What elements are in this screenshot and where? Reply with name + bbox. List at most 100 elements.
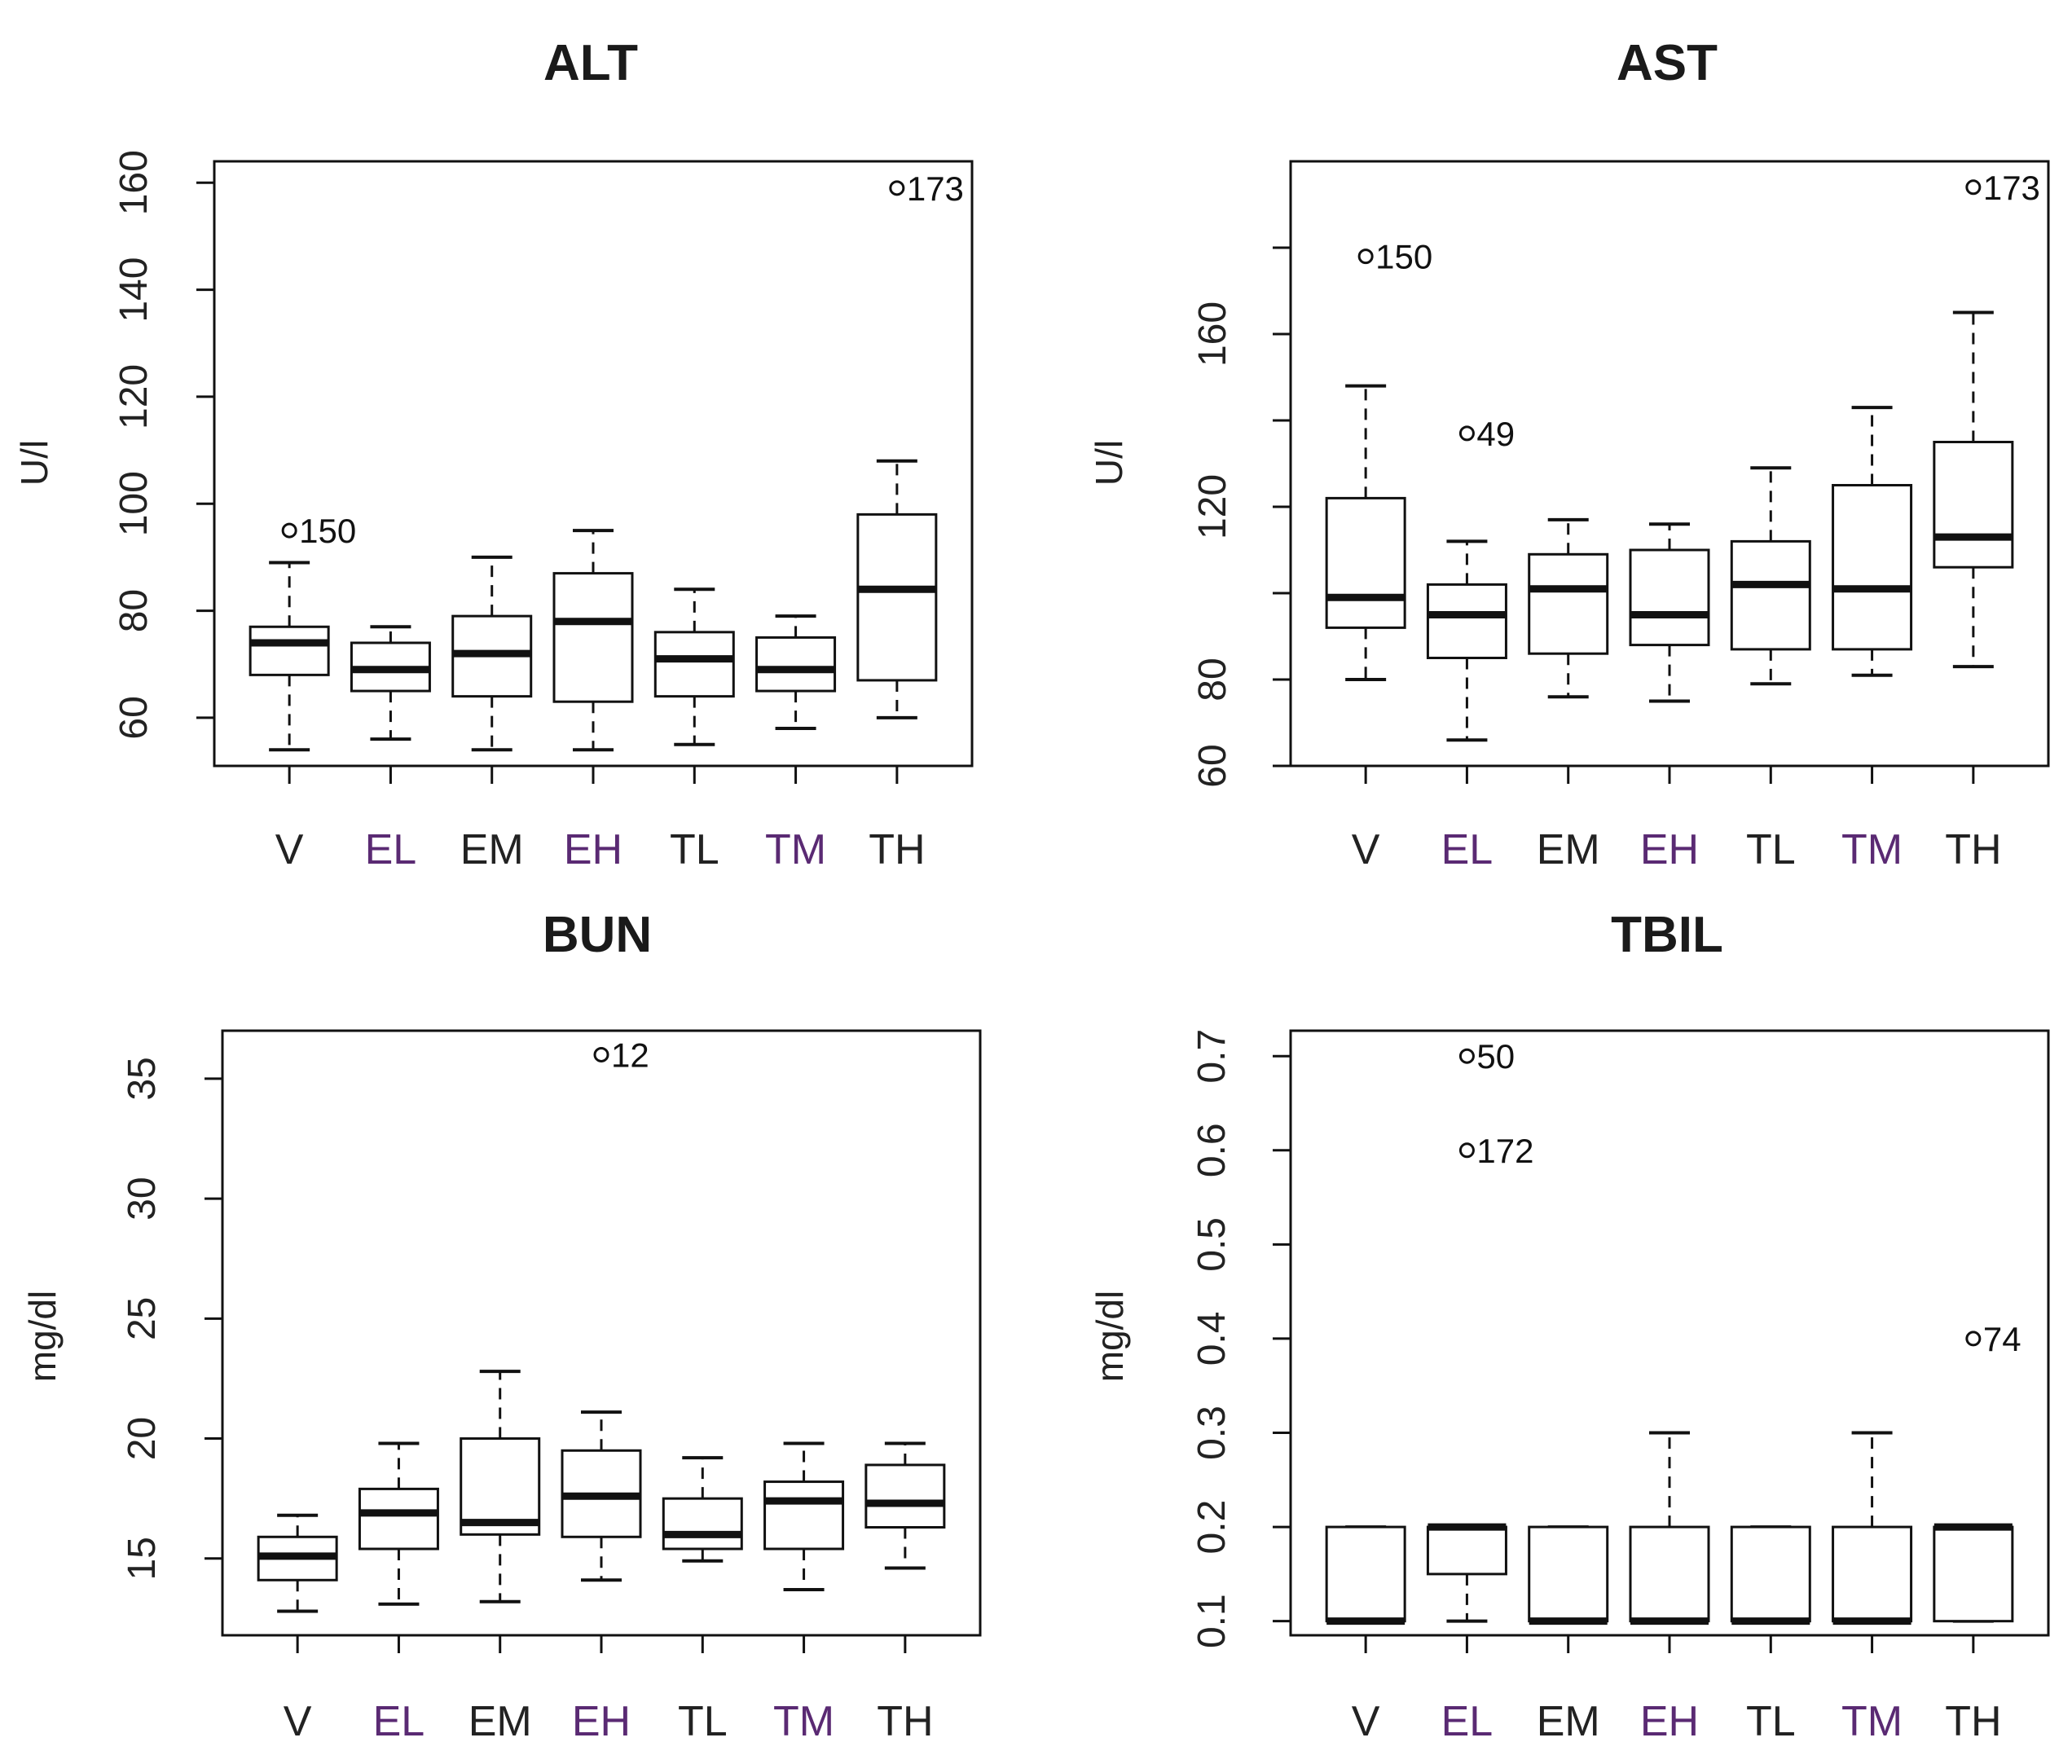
box-tl [653,587,735,746]
y-tick-label: 15 [121,1537,164,1580]
box-th [856,459,938,719]
iqr-box [662,1497,743,1551]
box-tm [755,614,837,731]
x-tick-label: EM [460,826,524,873]
y-tick-label: 140 [112,257,156,323]
x-tick-label: TH [1945,826,2001,873]
panel-bun: BUN mg/dl 15 20 25 30 35 V EL EM EH TL TM TH 12 [21,907,982,1745]
x-tick-label: TL [670,826,719,873]
y-tick-label: 160 [112,150,156,215]
chart-title: AST [1617,35,1718,91]
iqr-box [1933,441,2014,569]
x-tick-label: TL [1746,1698,1796,1745]
box-el [350,625,431,741]
iqr-box [1426,1525,1507,1576]
y-axis-label: mg/dl [21,1291,64,1382]
box-tl [1730,466,1811,686]
outlier-point [1357,249,1374,265]
outlier-label: 172 [1476,1132,1533,1170]
outlier-point [1965,179,1982,196]
box-eh [552,529,634,752]
x-tick-label: V [275,826,304,873]
outlier-label: 150 [299,512,356,550]
y-tick-label: 60 [112,696,156,739]
iqr-box [1629,548,1710,647]
iqr-box [358,1487,439,1551]
y-tick-label: 120 [1191,474,1234,539]
outlier-point [889,180,905,196]
iqr-box [249,625,330,676]
box-el [1426,1523,1507,1623]
box-tm [763,1441,845,1592]
iqr-box [763,1480,845,1551]
iqr-box [1933,1525,2014,1623]
y-tick-label: 160 [1191,301,1234,367]
outlier-point [1458,1048,1475,1064]
box-tm [1832,1431,1913,1625]
outlier-label: 173 [907,169,964,208]
y-tick-label: 0.6 [1190,1123,1234,1177]
box-em [460,1370,541,1603]
x-tick-label: EM [1537,826,1600,873]
outlier-point [593,1046,609,1062]
box-v [1325,384,1406,681]
box-el [358,1441,439,1606]
outlier-label: 173 [1983,169,2040,207]
outlier-label: 49 [1476,415,1515,453]
y-axis-label: mg/dl [1089,1291,1131,1382]
iqr-box [1730,1525,1811,1623]
x-tick-label: V [1352,826,1380,873]
x-tick-label: TL [678,1698,728,1745]
x-tick-label: TM [1841,826,1903,873]
y-tick-label: 30 [121,1177,164,1220]
outlier-point [1965,1331,1982,1347]
y-tick-label: 0.3 [1190,1405,1234,1460]
x-tick-label: TH [869,826,925,873]
x-tick-label: TM [773,1698,834,1745]
chart-title: BUN [543,907,652,963]
panel-alt: ALT U/l 60 80 100 120 140 160 V EL EM EH TL TM TH 150 17… [13,35,974,873]
outlier-point [281,522,297,539]
x-tick-label: EH [564,826,622,873]
x-tick-label: TM [765,826,826,873]
y-axis-label: U/l [13,440,55,486]
iqr-box [1528,552,1609,655]
x-tick-label: TH [877,1698,933,1745]
box-v [249,561,330,752]
iqr-box [864,1463,946,1529]
box-v [1325,1525,1406,1625]
iqr-box [552,572,634,703]
box-em [451,555,533,752]
iqr-box [1528,1525,1609,1623]
x-tick-label: EH [1640,826,1699,873]
y-tick-label: 60 [1191,744,1234,787]
box-tl [1730,1525,1811,1625]
chart-title: TBIL [1611,907,1723,963]
y-tick-label: 0.2 [1190,1500,1234,1555]
outlier-point [1458,425,1475,442]
box-eh [1629,1431,1710,1625]
x-tick-label: V [284,1698,312,1745]
x-tick-label: EL [373,1698,425,1745]
outlier-label: 50 [1476,1037,1515,1076]
y-tick-label: 80 [1191,658,1234,701]
x-tick-label: EM [469,1698,532,1745]
x-tick-label: EH [572,1698,631,1745]
y-tick-label: 0.1 [1190,1594,1234,1648]
iqr-box [1325,1525,1406,1623]
box-th [864,1441,946,1570]
outlier-label: 12 [611,1036,649,1074]
panel-ast: AST U/l 60 80 120 160 V EL EM EH TL TM TH 150 49 173 [1088,35,2050,873]
iqr-box [755,636,837,693]
iqr-box [1629,1525,1710,1623]
x-tick-label: EL [365,826,417,873]
y-tick-label: 20 [121,1417,164,1460]
y-tick-label: 0.4 [1190,1312,1234,1366]
y-tick-label: 120 [112,364,156,429]
box-tl [662,1456,743,1563]
x-tick-label: TH [1945,1698,2001,1745]
outlier-label: 150 [1375,238,1432,276]
box-em [1528,517,1609,699]
box-v [257,1513,338,1613]
